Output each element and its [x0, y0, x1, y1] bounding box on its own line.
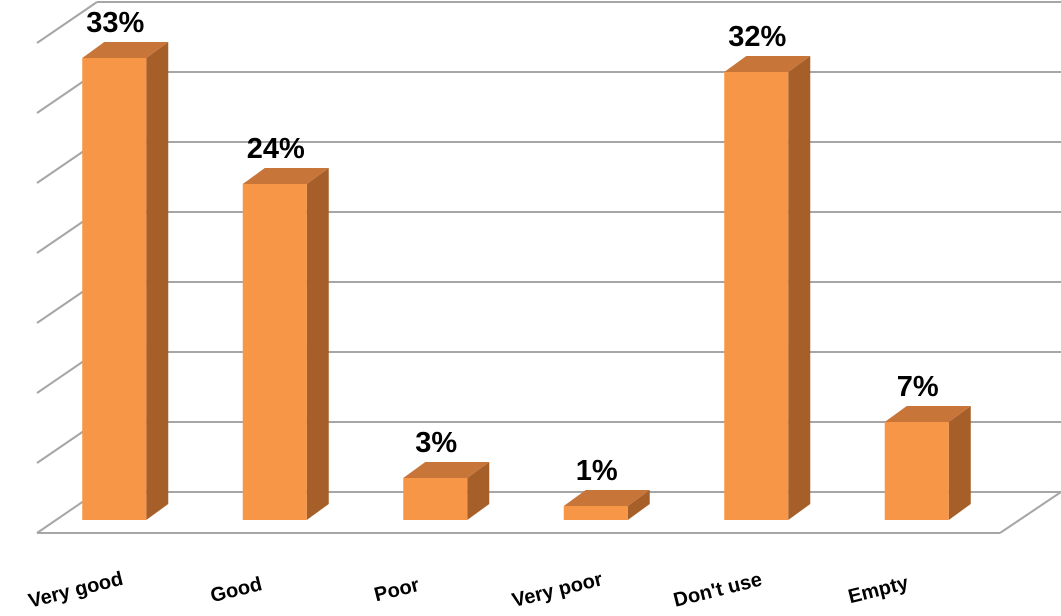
- data-label: 24%: [247, 133, 305, 165]
- bar: [242, 184, 307, 520]
- bar: [82, 58, 147, 520]
- bar-top: [563, 490, 650, 506]
- bar: [403, 478, 468, 520]
- floor-side-edge: [999, 491, 1061, 534]
- bar-side: [306, 168, 329, 520]
- data-label: 33%: [86, 7, 144, 39]
- category-label: Very good: [26, 568, 125, 613]
- bar-side: [467, 462, 490, 520]
- bar: [724, 72, 789, 520]
- bar-side: [627, 490, 650, 520]
- bar-top: [242, 168, 329, 184]
- data-label: 1%: [576, 455, 618, 487]
- bars-layer: [82, 42, 971, 520]
- data-label: 32%: [728, 21, 786, 53]
- bar: [884, 422, 949, 520]
- category-label: Good: [208, 573, 264, 607]
- bar: [563, 506, 628, 520]
- category-label: Poor: [372, 574, 422, 606]
- bar-top: [403, 462, 490, 478]
- bar-side: [788, 56, 811, 520]
- bar-side: [146, 42, 169, 520]
- data-label: 7%: [897, 371, 939, 403]
- category-label: Very poor: [510, 568, 605, 612]
- bar-side: [948, 406, 971, 520]
- bar-top: [884, 406, 971, 422]
- bar-top: [724, 56, 811, 72]
- category-label: Empty: [846, 572, 911, 608]
- gridline-diagonal: [36, 1, 98, 44]
- data-label: 3%: [415, 427, 457, 459]
- category-label: Don't use: [671, 569, 764, 612]
- bar-top: [82, 42, 169, 58]
